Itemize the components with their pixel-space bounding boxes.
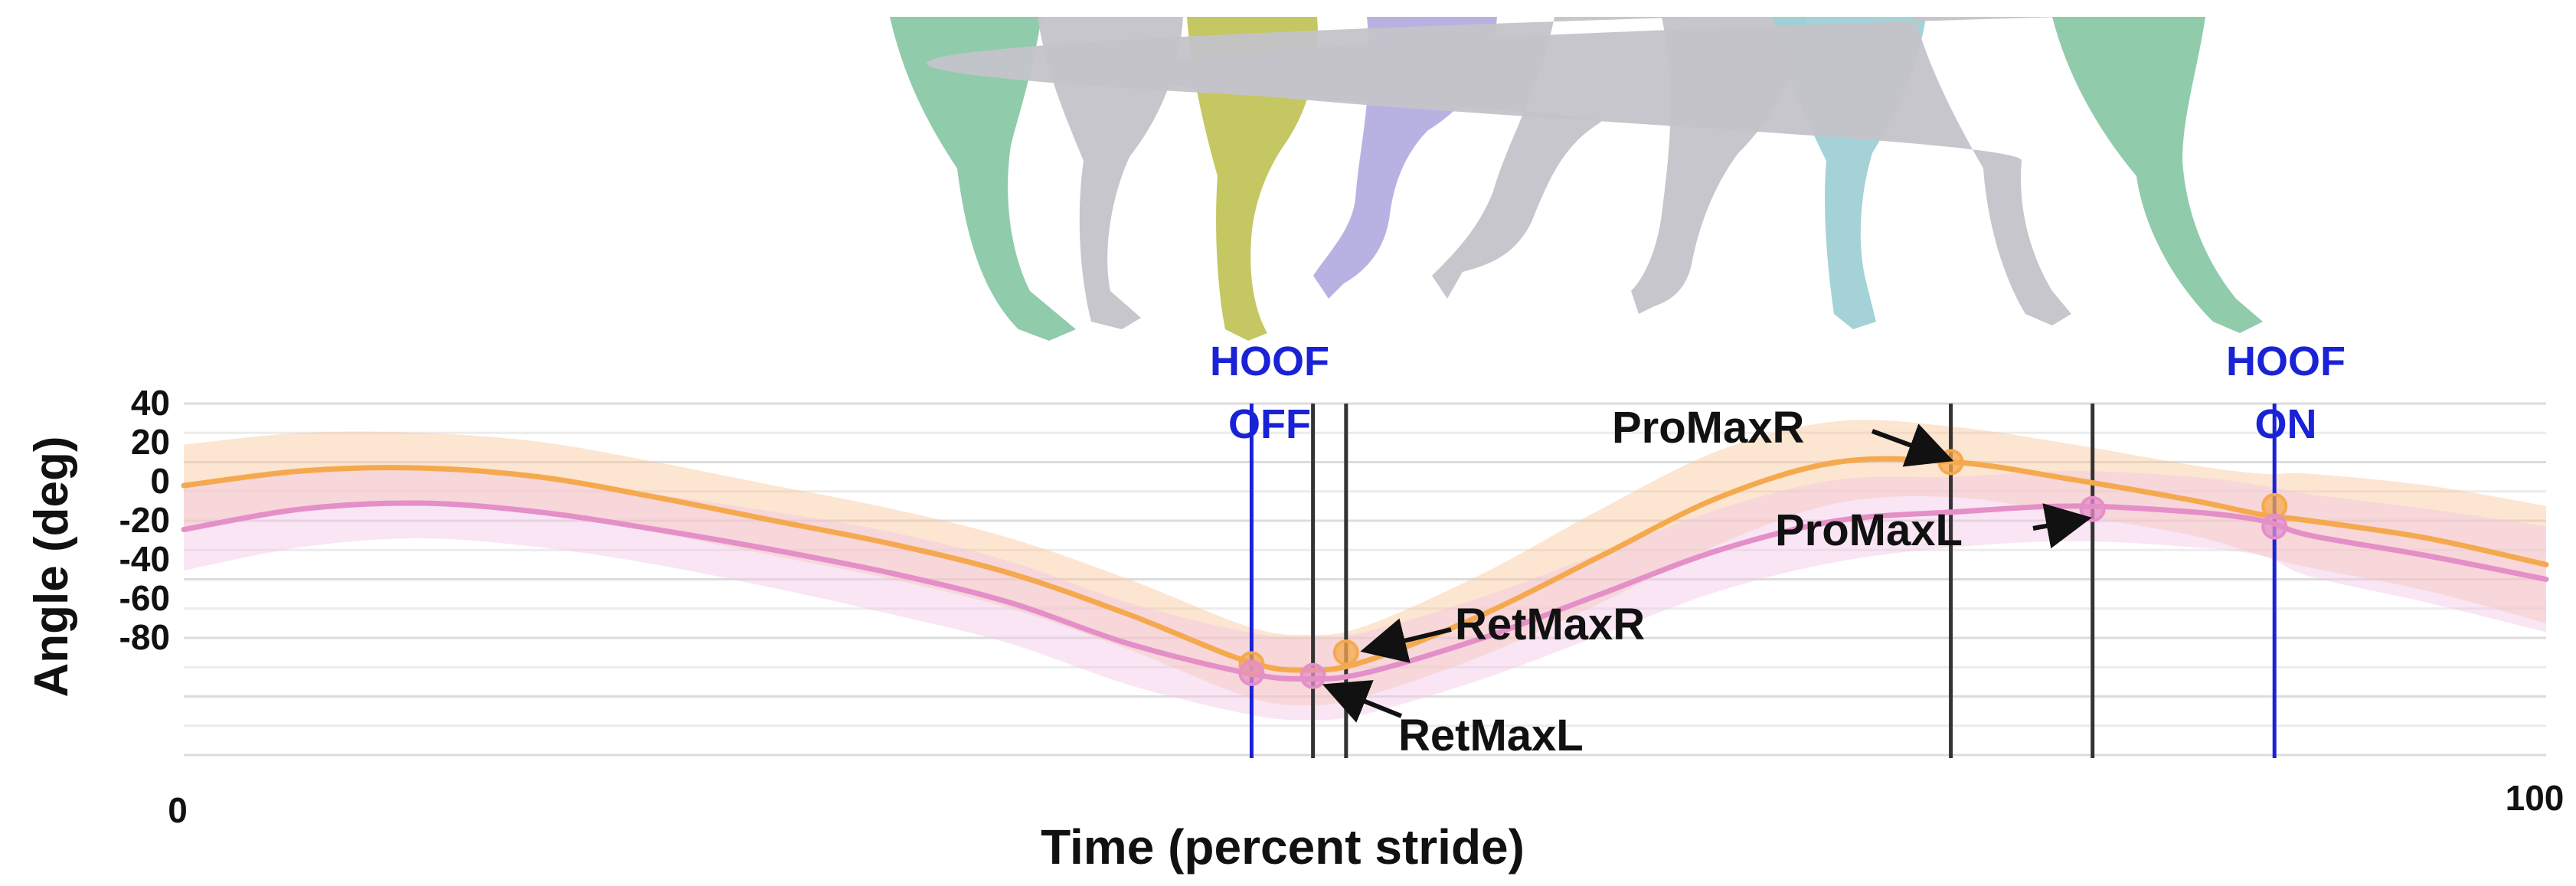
y-axis-title: Angle (deg): [25, 436, 78, 698]
x-tick-label-end: 100: [2506, 778, 2565, 818]
leg-silhouette-strip: [890, 17, 2263, 341]
annotation-arrows: [1322, 423, 2092, 723]
y-tick-label: -80: [119, 617, 170, 657]
promaxr-label: ProMaxR: [1612, 403, 1804, 453]
variability-bands: [184, 420, 2546, 721]
hoof-off-label-line1: HOOF: [1210, 338, 1329, 384]
event-marker: [2079, 495, 2106, 522]
annotation-labels: ProMaxR ProMaxL RetMaxR RetMaxL: [1398, 403, 1963, 760]
leg-silhouette: [1038, 17, 1183, 329]
series-line-left: [181, 500, 2549, 682]
hoof-off-label: HOOF OFF: [1210, 338, 1329, 447]
promaxl-label: ProMaxL: [1775, 505, 1963, 555]
x-tick-label-start: 0: [168, 790, 188, 830]
hoof-on-label-line2: ON: [2255, 401, 2317, 447]
grid-lines: [184, 402, 2546, 757]
x-axis-title: Time (percent stride): [1041, 819, 1525, 875]
hoof-on-label-line1: HOOF: [2226, 338, 2346, 384]
event-marker: [2261, 513, 2288, 540]
y-tick-label: 20: [131, 422, 170, 462]
y-tick-labels: 40 20 -20 0 -40 -60 -80: [119, 383, 170, 657]
event-marker: [1332, 639, 1359, 666]
hoof-on-label: HOOF ON: [2226, 338, 2346, 447]
retmaxl-label: RetMaxL: [1398, 711, 1584, 760]
y-tick-label: 0: [150, 461, 170, 501]
hoof-off-label-line2: OFF: [1228, 401, 1311, 447]
band-right: [184, 420, 2546, 705]
event-markers: [1238, 449, 2288, 689]
y-tick-label: 40: [131, 383, 170, 423]
promaxl-arrow: [2032, 503, 2092, 549]
event-marker: [1238, 659, 1265, 686]
retmaxr-arrow: [1360, 618, 1452, 663]
leg-silhouette: [2052, 17, 2263, 333]
retmaxr-label: RetMaxR: [1455, 600, 1645, 649]
retmaxl-arrow: [1322, 680, 1403, 723]
leg-silhouette: [1137, 17, 2071, 325]
y-tick-label: -40: [119, 539, 170, 579]
band-left: [184, 467, 2546, 721]
event-marker: [1937, 449, 1964, 476]
y-tick-label: -20: [119, 500, 170, 540]
event-marker: [1299, 662, 1326, 689]
promaxr-arrow: [1871, 423, 1954, 467]
leg-silhouette: [890, 17, 1076, 341]
y-tick-label: -60: [119, 578, 170, 618]
